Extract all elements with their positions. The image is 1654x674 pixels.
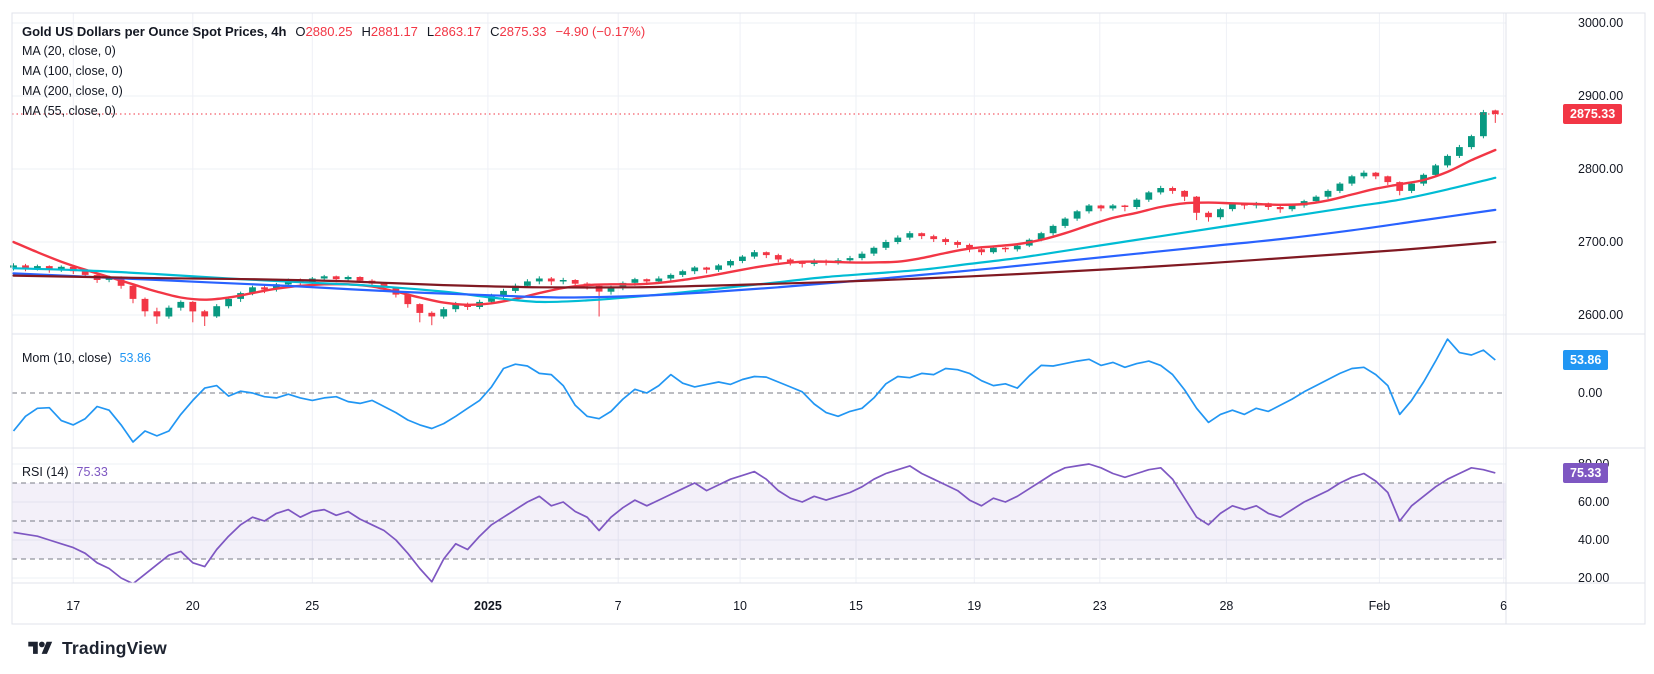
price-tick-label: 2800.00 [1578,162,1624,176]
time-tick-label: 7 [614,599,622,613]
ohlc-low: L2863.17 [426,24,482,39]
ohlc-change: −4.90 (−0.17%) [555,24,646,39]
ohlc-open: O2880.25 [295,24,353,39]
time-tick-label: 17 [66,599,81,613]
momentum-value: 53.86 [119,351,151,365]
ohlc-high: H2881.17 [361,24,418,39]
legend-ma-200[interactable]: MA (200, close, 0) [22,84,123,98]
rsi-tick-label: 60.00 [1578,495,1610,509]
time-tick-label: 28 [1219,599,1234,613]
rsi-label[interactable]: RSI (14) [22,465,69,479]
tradingview-attribution[interactable]: TradingView [28,638,167,659]
rsi-value-badge: 75.33 [1563,462,1609,483]
price-tick-label: 2600.00 [1578,308,1624,322]
rsi-value: 75.33 [76,465,108,479]
tradingview-logo-text: TradingView [62,638,167,658]
legend-ma-100[interactable]: MA (100, close, 0) [22,64,123,78]
legend-ma-55[interactable]: MA (55, close, 0) [22,104,116,118]
main-legend: Gold US Dollars per Ounce Spot Prices, 4… [22,23,645,121]
momentum-label[interactable]: Mom (10, close) [22,351,112,365]
time-tick-label: 19 [967,599,982,613]
time-tick-label: 15 [849,599,863,613]
time-tick-label: Feb [1368,599,1391,613]
legend-ma-20[interactable]: MA (20, close, 0) [22,44,116,58]
time-tick-label: 2025 [474,599,502,613]
last-price-badge: 2875.33 [1563,104,1623,124]
time-tick-label: 10 [733,599,747,613]
momentum-value-badge: 53.86 [1563,349,1609,370]
price-tick-label: 2700.00 [1578,235,1624,249]
rsi-tick-label: 40.00 [1578,533,1610,547]
rsi-legend[interactable]: RSI (14) 75.33 [22,463,108,481]
symbol-title[interactable]: Gold US Dollars per Ounce Spot Prices, 4… [22,24,287,39]
time-tick-label: 25 [305,599,320,613]
time-tick-label: 20 [185,599,200,613]
time-tick-label: 23 [1092,599,1107,613]
rsi-tick-label: 20.00 [1578,571,1610,585]
legend-title-row[interactable]: Gold US Dollars per Ounce Spot Prices, 4… [22,23,645,41]
price-tick-label: 2900.00 [1578,89,1624,103]
ohlc-close: C2875.33 [490,24,547,39]
momentum-legend[interactable]: Mom (10, close) 53.86 [22,349,151,367]
time-tick-label: 6 [1500,599,1508,613]
price-tick-label: 3000.00 [1578,16,1624,30]
tradingview-logo-icon [28,641,53,654]
momentum-tick-label: 0.00 [1578,386,1603,400]
